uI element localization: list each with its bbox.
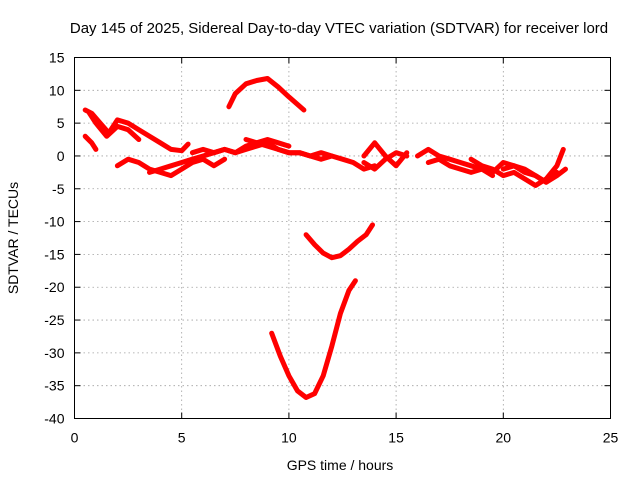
y-tick-label: -15 — [44, 246, 64, 262]
y-tick-label: -5 — [52, 181, 65, 197]
series-line-arc-16 — [500, 163, 560, 185]
series-line-arc-15 — [468, 146, 566, 188]
grid-lines — [74, 57, 611, 419]
y-tick-label: 5 — [57, 115, 65, 131]
y-tick-label: -25 — [44, 312, 64, 328]
x-tick-label: 15 — [388, 430, 404, 446]
series-line-arc-2 — [82, 133, 99, 152]
x-axis-label: GPS time / hours — [287, 457, 394, 473]
x-tick-label: 25 — [603, 430, 619, 446]
y-tick-label: -30 — [44, 345, 64, 361]
y-tick-label: -35 — [44, 378, 64, 394]
y-tick-label: 0 — [57, 148, 65, 164]
x-tick-labels: 0 5 10 15 20 25 — [71, 430, 619, 446]
series-layer — [82, 76, 568, 400]
series-line-arc-11 — [361, 140, 410, 169]
chart-title: Day 145 of 2025, Sidereal Day-to-day VTE… — [70, 20, 608, 37]
series-line-arc-6 — [189, 137, 292, 156]
series-line-arc-14 — [425, 156, 496, 179]
series-line-arc-8 — [226, 76, 307, 113]
y-tick-label: -10 — [44, 214, 64, 230]
y-tick-labels: -40 -35 -30 -25 -20 -15 -10 -5 0 5 10 15 — [44, 50, 64, 427]
y-tick-label: 15 — [49, 50, 65, 66]
y-tick-label: -40 — [44, 411, 64, 427]
series-line-arc-7 — [243, 137, 335, 159]
series-line-arc-1 — [82, 107, 191, 154]
axis-ticks — [74, 57, 611, 419]
series-line-arc-10 — [269, 278, 358, 400]
series-line-arc-4 — [114, 156, 228, 179]
y-axis-label: SDTVAR / TECUs — [5, 182, 21, 294]
x-tick-label: 5 — [178, 430, 186, 446]
series-line-arc-9 — [303, 222, 375, 261]
y-tick-label: 10 — [49, 82, 65, 98]
x-tick-label: 20 — [496, 430, 512, 446]
series-line-arc-3 — [87, 110, 142, 142]
y-tick-label: -20 — [44, 279, 64, 295]
x-tick-label: 10 — [281, 430, 297, 446]
series-line-arc-12 — [361, 150, 410, 172]
x-tick-label: 0 — [71, 430, 79, 446]
plot-frame — [74, 57, 611, 419]
